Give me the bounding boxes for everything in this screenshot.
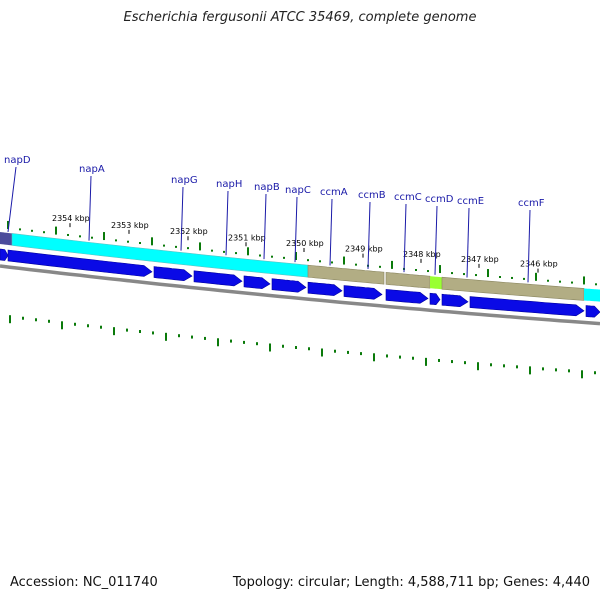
gene-leader-line	[403, 203, 407, 273]
gene-leader-line	[225, 190, 229, 256]
gene-label-ccmA: ccmA	[320, 187, 348, 198]
scale-label: 2352 kbp	[170, 227, 208, 236]
inner-tick-ring	[9, 315, 596, 379]
gene-label-napB: napB	[254, 182, 280, 193]
gene-leader-line	[527, 209, 531, 283]
scale-label: 2347 kbp	[461, 255, 499, 264]
scale-label: 2354 kbp	[52, 214, 90, 223]
gene-arrow-track	[0, 248, 600, 318]
gene-label-ccmB: ccmB	[358, 190, 386, 201]
gene-arrow	[7, 249, 153, 277]
gene-arrow	[193, 270, 243, 287]
gene-leader-line	[466, 207, 470, 278]
scale-label: 2349 kbp	[345, 245, 383, 254]
genome-info-text: Topology: circular; Length: 4,588,711 bp…	[232, 575, 590, 590]
gene-leader-line	[294, 196, 298, 263]
gene-arrow	[469, 296, 585, 317]
gene-label-ccmC: ccmC	[394, 192, 422, 203]
gene-leader-line	[88, 175, 92, 241]
gene-leader-line	[180, 186, 184, 251]
gene-arrow	[0, 248, 9, 261]
feature-block	[307, 264, 385, 285]
feature-block	[584, 288, 600, 302]
scale-label: 2351 kbp	[228, 233, 266, 242]
accession-text: Accession: NC_011740	[10, 575, 158, 590]
gene-leader-line	[329, 198, 333, 266]
gene-label-napA: napA	[79, 164, 105, 175]
genome-backbone	[0, 264, 600, 326]
gene-labels: napD napA napG napH napB napC ccmA ccmB ccmC ccmD…	[4, 155, 545, 283]
gene-label-ccmD: ccmD	[425, 194, 454, 205]
gene-leader-line	[434, 205, 438, 275]
outer-tick-ring	[7, 220, 597, 286]
gene-leader-line	[7, 166, 17, 232]
scale-label: 2346 kbp	[520, 260, 558, 269]
gene-label-napC: napC	[285, 185, 311, 196]
scale-label: 2350 kbp	[286, 239, 324, 248]
gene-arrow	[307, 281, 343, 296]
gene-label-napH: napH	[216, 179, 242, 190]
gene-arrow	[429, 292, 441, 306]
gene-arrow	[243, 275, 271, 290]
gene-label-ccmE: ccmE	[457, 196, 484, 207]
feature-block	[385, 272, 431, 289]
gene-arrow	[441, 293, 469, 308]
scale-label: 2353 kbp	[111, 221, 149, 230]
gene-arrow	[271, 278, 307, 293]
scale-label: 2348 kbp	[403, 250, 441, 259]
gene-arrow	[385, 289, 429, 304]
feature-tracks	[0, 232, 600, 302]
map-title: Escherichia fergusonii ATCC 35469, compl…	[123, 10, 477, 25]
scale-labels: 2354 kbp 2353 kbp 2352 kbp 2351 kbp 2350 kbp…	[52, 214, 558, 273]
gene-label-ccmF: ccmF	[518, 198, 545, 209]
gene-arrow	[585, 305, 600, 318]
gene-arrow	[153, 266, 193, 282]
gene-leader-line	[263, 193, 267, 260]
feature-block	[441, 276, 585, 301]
gene-label-napD: napD	[4, 155, 31, 166]
backbone-line	[0, 264, 600, 326]
feature-block	[430, 276, 442, 290]
gene-leader-line	[367, 201, 371, 269]
feature-block	[0, 232, 12, 246]
gene-label-napG: napG	[171, 175, 198, 186]
gene-arrow	[343, 285, 383, 300]
